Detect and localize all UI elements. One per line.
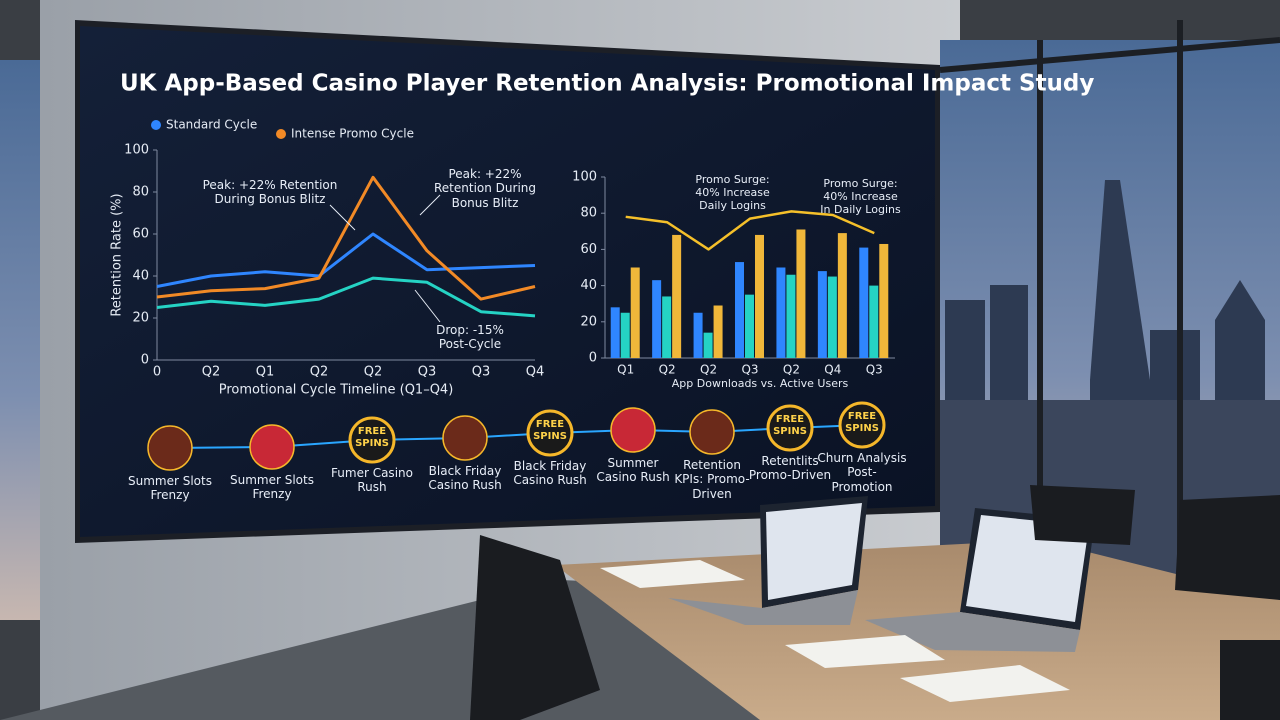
- bar: [652, 280, 662, 358]
- bar: [869, 285, 879, 358]
- x-tick-label: Q4: [824, 363, 841, 377]
- bar: [620, 312, 630, 358]
- y-tick-label: 40: [580, 278, 597, 293]
- bar: [713, 305, 723, 358]
- bar: [776, 267, 786, 358]
- line: [156, 276, 536, 318]
- annotation: Peak: +22% Retention During Bonus Blitz: [202, 178, 338, 207]
- y-tick-label: 20: [580, 314, 597, 329]
- timeline-icon: [689, 409, 735, 455]
- x-tick-label: Q2: [783, 363, 800, 377]
- y-tick-label: 0: [141, 353, 149, 368]
- timeline-icon: [526, 409, 574, 457]
- x-tick-label: Q3: [472, 365, 491, 380]
- bar: [672, 234, 682, 358]
- x-tick-label: Q2: [364, 365, 383, 380]
- x-tick-label: Q3: [741, 363, 758, 377]
- bar: [693, 312, 703, 358]
- bar: [755, 234, 764, 358]
- annotation: Peak: +22% Retention During Bonus Blitz: [433, 167, 536, 210]
- legend-label: Intense Promo Cycle: [291, 127, 414, 141]
- y-tick-label: 80: [580, 206, 597, 221]
- bar: [630, 267, 640, 358]
- bar: [796, 229, 806, 358]
- bar: [859, 247, 869, 358]
- bar: [837, 233, 847, 358]
- timeline-icon: [766, 404, 814, 452]
- line: [625, 210, 875, 251]
- annotation: Promo Surge: 40% Increase Daily Logins: [695, 173, 770, 213]
- timeline-icon: [442, 415, 488, 461]
- timeline-icon: [838, 401, 886, 449]
- bar: [662, 296, 672, 358]
- bar: [817, 271, 827, 358]
- timeline-label: Summer Slots Frenzy: [230, 473, 314, 502]
- screen: [80, 26, 935, 537]
- y-tick-label: 100: [572, 170, 597, 185]
- legend-swatch: [276, 129, 286, 139]
- annotation-pointer: [414, 289, 441, 323]
- timeline-badge: FREE SPINS: [355, 426, 389, 449]
- bar: [745, 294, 754, 358]
- annotation-pointer: [329, 204, 356, 231]
- y-tick-label: 40: [132, 269, 149, 284]
- bar: [703, 332, 713, 358]
- x-tick-label: Q2: [310, 365, 329, 380]
- bar: [786, 274, 796, 358]
- legend-swatch: [151, 120, 161, 130]
- annotation: Drop: -15% Post-Cycle: [436, 323, 504, 352]
- timeline-label: Summer Slots Frenzy: [128, 474, 212, 503]
- x-tick-label: Q1: [256, 365, 275, 380]
- timeline-label: Black Friday Casino Rush: [513, 459, 587, 488]
- timeline-label: Retention KPIs: Promo-Driven: [674, 458, 750, 501]
- x-axis-label: Promotional Cycle Timeline (Q1–Q4): [219, 383, 454, 398]
- x-tick-label: Q2: [659, 363, 676, 377]
- chairs: [470, 485, 1280, 720]
- x-tick-label: Q1: [617, 363, 634, 377]
- timeline-icon: [348, 416, 396, 464]
- timeline-icon: [610, 407, 656, 453]
- timeline-label: Black Friday Casino Rush: [428, 464, 502, 493]
- papers: [600, 560, 1070, 702]
- timeline-label: Summer Casino Rush: [596, 456, 670, 485]
- bar: [879, 243, 889, 358]
- timeline-label: Retentlits Promo-Driven: [748, 454, 832, 483]
- annotation-pointer: [419, 194, 441, 216]
- y-tick-label: 0: [589, 351, 597, 366]
- line: [156, 175, 536, 301]
- y-tick-label: 60: [132, 227, 149, 242]
- timeline-badge: FREE SPINS: [773, 414, 807, 437]
- x-tick-label: Q2: [700, 363, 717, 377]
- timeline-icon: [249, 424, 295, 470]
- x-tick-label: Q4: [526, 365, 545, 380]
- y-tick-label: 20: [132, 311, 149, 326]
- bar: [735, 262, 744, 358]
- timeline-badge: FREE SPINS: [533, 419, 567, 442]
- x-tick-label: Q3: [866, 363, 883, 377]
- y-tick-label: 80: [132, 185, 149, 200]
- x-axis-label: App Downloads vs. Active Users: [672, 377, 849, 390]
- annotation: Promo Surge: 40% Increase In Daily Login…: [820, 177, 901, 217]
- timeline-label: Churn Analysis Post-Promotion: [817, 451, 907, 494]
- timeline-badge: FREE SPINS: [845, 411, 879, 434]
- legend-label: Standard Cycle: [166, 118, 257, 132]
- timeline-icon: [147, 425, 193, 471]
- laptop: [668, 496, 868, 625]
- x-tick-label: Q3: [418, 365, 437, 380]
- y-tick-label: 60: [580, 242, 597, 257]
- y-tick-label: 100: [124, 143, 149, 158]
- bar: [610, 307, 620, 358]
- line: [156, 232, 536, 288]
- timeline-label: Fumer Casino Rush: [331, 466, 413, 495]
- x-tick-label: 0: [153, 365, 161, 380]
- bar: [827, 276, 837, 358]
- y-axis-label: Retention Rate (%): [110, 193, 125, 316]
- x-tick-label: Q2: [202, 365, 221, 380]
- screen-title: UK App-Based Casino Player Retention Ana…: [120, 71, 1094, 97]
